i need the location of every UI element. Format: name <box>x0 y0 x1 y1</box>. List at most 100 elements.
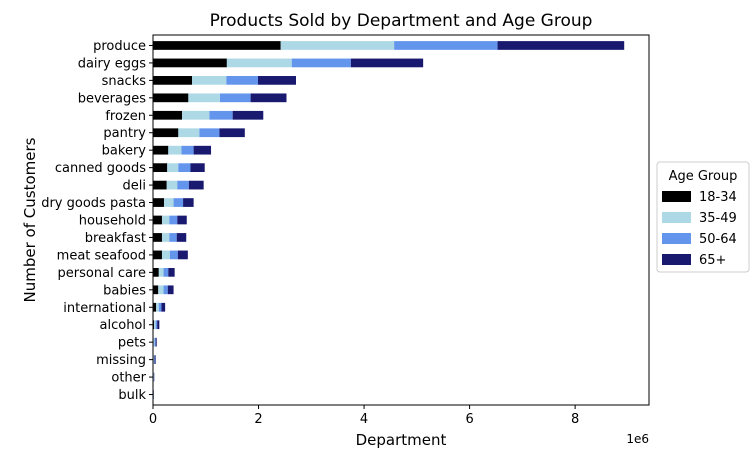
bar-segment <box>153 233 162 242</box>
legend-swatch <box>662 254 691 265</box>
bar-segment <box>183 198 194 207</box>
bar-segment <box>199 128 220 138</box>
bar-segment <box>181 145 194 155</box>
bar-segment <box>155 320 158 330</box>
bar-segment <box>158 267 164 277</box>
bar-segment <box>177 250 188 260</box>
bar-segment <box>164 198 174 207</box>
bar-segment <box>153 41 281 50</box>
y-tick-label: household <box>79 214 146 229</box>
x-axis-label: Department <box>356 431 447 449</box>
bar-segment <box>161 302 166 312</box>
legend-items: 18-34 35-49 50-64 65+ <box>662 190 737 268</box>
bar-segment <box>497 41 625 50</box>
bar-segment <box>153 215 162 225</box>
y-tick-label: bakery <box>102 144 147 159</box>
bar-segment <box>169 250 178 260</box>
legend-label: 65+ <box>699 253 726 268</box>
bar-segment <box>153 320 155 330</box>
bar-segment <box>153 145 169 155</box>
bar-segment <box>153 110 183 120</box>
bar-segment <box>153 267 159 277</box>
bar-segment <box>153 198 165 207</box>
legend-swatch <box>662 191 691 202</box>
bar-segment <box>166 180 178 190</box>
y-tick-label: pantry <box>103 126 146 141</box>
bar-segment <box>177 215 187 225</box>
y-tick-label: dry goods pasta <box>41 196 146 211</box>
bar-segment <box>157 320 160 330</box>
bar-segment <box>154 337 156 347</box>
y-axis-ticks: produce dairy eggs snacks beverages frozen pa… <box>41 39 153 403</box>
plot-frame <box>152 34 650 406</box>
bar-segment <box>226 58 292 68</box>
y-tick-label: snacks <box>102 74 147 89</box>
bar-segment <box>220 93 251 103</box>
x-tick-label: 0 <box>149 412 157 427</box>
bar-segment <box>209 110 233 120</box>
bar-segment <box>153 355 155 364</box>
bar-segment <box>163 285 168 295</box>
y-tick-label: dairy eggs <box>78 56 147 71</box>
y-tick-label: other <box>111 371 146 386</box>
bar-segment <box>154 355 155 364</box>
bar-segment <box>153 337 155 347</box>
bar-segment <box>188 180 204 190</box>
y-tick-label: missing <box>96 353 146 368</box>
x-tick-label: 6 <box>465 412 473 427</box>
bar-segment <box>168 145 182 155</box>
bar-segment <box>169 233 177 242</box>
y-tick-label: babies <box>103 283 146 298</box>
bar-segment <box>153 180 167 190</box>
bar-segment <box>158 285 164 295</box>
chart-title: Products Sold by Department and Age Grou… <box>210 11 593 31</box>
bar-segment <box>153 76 193 85</box>
bar-segment <box>219 128 245 138</box>
bar-segment <box>192 76 227 85</box>
legend-swatch <box>662 212 691 223</box>
bar-segment <box>291 58 351 68</box>
bar-segment <box>173 198 184 207</box>
x-tick-label: 4 <box>360 412 368 427</box>
x-offset-label: 1e6 <box>626 432 649 446</box>
y-tick-label: canned goods <box>55 161 146 176</box>
legend-frame <box>656 161 750 273</box>
bar-segment <box>190 163 205 173</box>
bars-group <box>153 41 625 399</box>
y-tick-label: bulk <box>118 388 146 403</box>
y-tick-label: international <box>63 301 146 316</box>
legend-label: 35-49 <box>699 211 737 226</box>
bar-segment <box>167 163 179 173</box>
bar-segment <box>280 41 395 50</box>
bar-segment <box>182 110 210 120</box>
x-tick-label: 8 <box>571 412 579 427</box>
bar-segment <box>226 76 259 85</box>
y-tick-label: frozen <box>105 109 146 124</box>
bar-segment <box>155 337 157 347</box>
bar-segment <box>258 76 296 85</box>
bar-segment <box>161 233 170 242</box>
legend-label: 18-34 <box>699 190 737 205</box>
legend-swatch <box>662 233 691 244</box>
y-tick-label: pets <box>118 336 146 351</box>
legend-title: Age Group <box>669 169 738 184</box>
bar-segment <box>167 285 174 295</box>
bar-segment <box>156 302 159 312</box>
bar-segment <box>161 215 170 225</box>
y-tick-label: alcohol <box>100 318 146 333</box>
y-tick-label: meat seafood <box>57 248 146 263</box>
legend: Age Group 18-34 35-49 50-64 65+ <box>656 161 750 273</box>
bar-segment <box>154 320 156 330</box>
bar-segment <box>350 58 424 68</box>
y-tick-label: produce <box>93 39 146 54</box>
bar-segment <box>153 163 168 173</box>
x-tick-label: 2 <box>254 412 262 427</box>
bar-segment <box>153 93 189 103</box>
bar-segment <box>169 215 178 225</box>
bar-segment <box>178 163 191 173</box>
bar-segment <box>168 267 175 277</box>
y-tick-label: personal care <box>58 266 146 281</box>
y-tick-label: beverages <box>78 91 147 106</box>
